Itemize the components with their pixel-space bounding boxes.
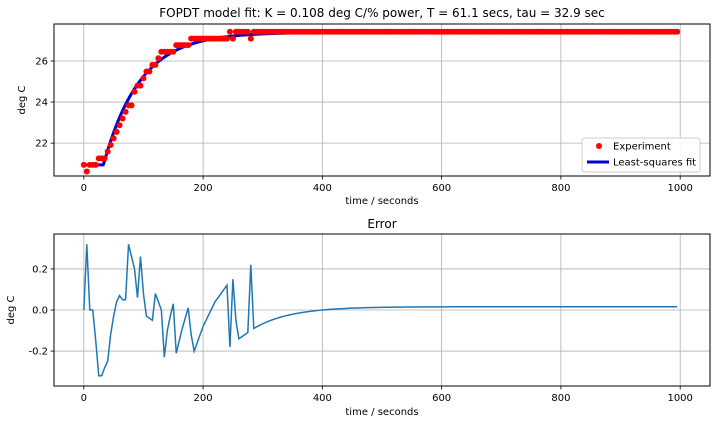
experiment-point <box>80 161 87 168</box>
fit-chart-data <box>80 28 681 175</box>
error-chart-xtick-label: 0 <box>81 393 87 404</box>
error-chart-ytick-label: -0.2 <box>28 347 48 358</box>
fit-chart-frame <box>53 23 711 177</box>
fit-chart-ylabel: deg C <box>17 85 28 114</box>
experiment-point <box>128 102 135 109</box>
experiment-point <box>152 61 159 68</box>
error-chart-xtick-label: 800 <box>551 393 570 404</box>
legend-box <box>581 137 701 173</box>
experiment-point <box>101 155 108 162</box>
fit-chart-ticks: 0 200 400 600 800 1000 22 24 26 <box>35 56 693 194</box>
experiment-point <box>116 122 123 129</box>
fit-chart-title: FOPDT model fit: K = 0.108 deg C/% power… <box>159 6 605 20</box>
fit-chart-xtick-label: 800 <box>551 183 570 194</box>
experiment-point <box>146 68 153 75</box>
error-chart: Error 0 200 400 600 800 1000 -0.2 0.0 0.2 time /… <box>6 217 711 418</box>
experiment-point <box>92 161 99 168</box>
error-chart-ticks: 0 200 400 600 800 1000 -0.2 0.0 0.2 <box>28 264 692 404</box>
fit-chart-ytick-label: 24 <box>35 98 48 109</box>
experiment-point <box>223 35 230 42</box>
fit-chart-xtick-label: 600 <box>432 183 451 194</box>
experiment-point <box>170 48 177 55</box>
experiment-point <box>113 128 120 135</box>
error-chart-ytick-label: 0.0 <box>32 306 48 317</box>
experiment-point <box>83 168 90 175</box>
error-chart-xtick-label: 200 <box>194 393 213 404</box>
error-chart-xtick-label: 600 <box>432 393 451 404</box>
experiment-point <box>131 88 138 95</box>
experiment-point <box>119 115 126 122</box>
error-chart-grid <box>54 234 710 386</box>
error-chart-title: Error <box>367 217 396 231</box>
fit-chart-xtick-label: 1000 <box>667 183 692 194</box>
experiment-point <box>122 108 129 115</box>
experiment-point <box>137 82 144 89</box>
experiment-point <box>155 55 162 62</box>
experiment-point <box>229 35 236 42</box>
experiment-point <box>226 28 233 35</box>
experiment-point <box>185 42 192 49</box>
fit-chart-xtick-label: 400 <box>313 183 332 194</box>
fit-chart-grid <box>54 24 710 176</box>
fit-chart-ytick-label: 26 <box>35 56 48 67</box>
error-line <box>83 244 678 377</box>
experiment-point <box>247 35 254 42</box>
error-chart-data <box>83 244 678 377</box>
error-chart-ylabel: deg C <box>6 295 17 324</box>
fit-chart-xtick-label: 200 <box>194 183 213 194</box>
experiment-point <box>244 28 251 35</box>
fit-chart: FOPDT model fit: K = 0.108 deg C/% power… <box>17 6 711 207</box>
error-chart-ytick-label: 0.2 <box>32 264 48 275</box>
legend-experiment-marker <box>596 143 602 149</box>
experiment-point <box>107 141 114 148</box>
legend-fit-label: Least-squares fit <box>613 158 696 169</box>
experiment-point <box>140 75 147 82</box>
experiment-point <box>110 135 117 142</box>
error-chart-xlabel: time / seconds <box>345 407 418 418</box>
experiment-point <box>674 28 681 35</box>
fit-chart-xtick-label: 0 <box>81 183 87 194</box>
fit-chart-legend: Experiment Least-squares fit <box>581 137 701 173</box>
error-chart-xtick-label: 400 <box>313 393 332 404</box>
legend-experiment-label: Experiment <box>613 142 671 153</box>
fit-chart-ytick-label: 22 <box>35 139 48 150</box>
fit-chart-xlabel: time / seconds <box>345 196 418 207</box>
error-chart-xtick-label: 1000 <box>667 393 692 404</box>
experiment-point <box>104 148 111 155</box>
